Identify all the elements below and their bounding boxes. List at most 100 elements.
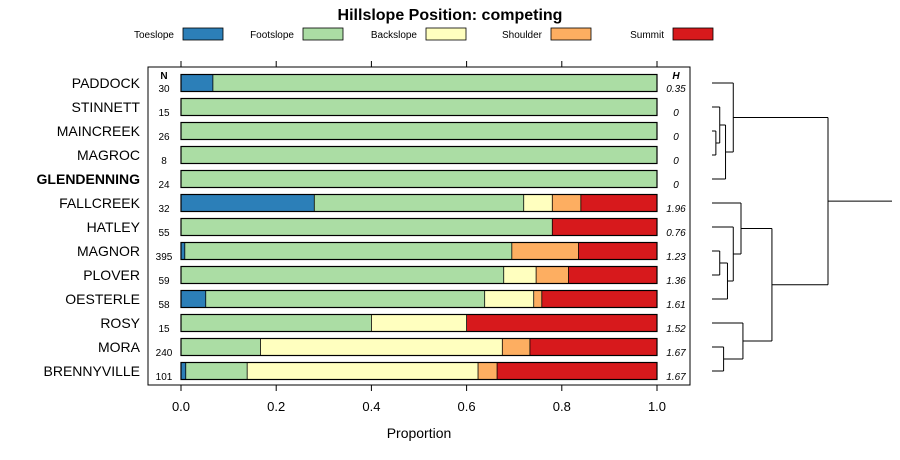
category-label-oesterle: OESTERLE [65,291,140,307]
bar-outline-stinnett [180,97,658,117]
bar-segment-plover-backslope [503,266,537,284]
bar-outline-paddock [180,73,658,93]
n-value-oesterle: 58 [158,300,170,311]
legend-label-backslope: Backslope [371,30,418,41]
bar-segment-hatley-footslope [181,218,553,236]
n-header: N [160,71,167,82]
n-value-magnor: 395 [156,252,173,263]
bar-outline-plover [180,265,658,285]
x-tick-label: 0.4 [362,399,380,414]
bar-segment-rosy-footslope [181,314,372,332]
plot-area: PADDOCK 30 0.35 STINNETT 15 0 MAINCREEK 26 0 MAGR… [37,73,686,383]
h-value-magnor: 1.23 [666,252,686,263]
h-value-plover: 1.36 [666,276,686,287]
bar-outline-fallcreek [180,193,658,213]
legend-swatch-summit [672,27,714,41]
h-header: H [672,71,680,82]
n-value-fallcreek: 32 [158,204,170,215]
h-value-fallcreek: 1.96 [666,204,686,215]
h-value-rosy: 1.52 [666,324,686,335]
bar-segment-glendenning-footslope [181,170,657,188]
category-label-mora: MORA [98,339,141,355]
bar-segment-plover-footslope [181,266,504,284]
category-label-rosy: ROSY [100,315,140,331]
bar-segment-paddock-footslope [212,74,657,92]
bar-segment-oesterle-footslope [205,290,485,308]
x-tick-label: 0.6 [458,399,476,414]
category-label-brennyville: BRENNYVILLE [44,363,140,379]
bar-segment-rosy-summit [466,314,657,332]
bar-outline-glendenning [180,169,658,189]
bar-segment-fallcreek-backslope [523,194,553,212]
n-value-rosy: 15 [158,324,170,335]
bar-outline-oesterle [180,289,658,309]
n-value-hatley: 55 [158,228,170,239]
bar-segment-mora-summit [529,338,657,356]
bar-outline-magroc [180,145,658,165]
legend-label-shoulder: Shoulder [502,30,543,41]
n-value-mora: 240 [156,348,173,359]
h-value-hatley: 0.76 [666,228,686,239]
bar-outline-hatley [180,217,658,237]
bar-segment-mora-footslope [181,338,261,356]
h-value-brennyville: 1.67 [666,372,686,383]
h-value-magroc: 0 [673,156,679,167]
bar-segment-oesterle-summit [541,290,657,308]
h-value-stinnett: 0 [673,108,679,119]
n-value-brennyville: 101 [156,372,173,383]
h-value-oesterle: 1.61 [666,300,685,311]
legend-swatch-footslope [302,27,344,41]
x-tick-label: 0.2 [267,399,285,414]
category-label-glendenning: GLENDENNING [37,171,141,187]
n-value-stinnett: 15 [158,108,170,119]
bar-segment-paddock-toeslope [181,74,213,92]
bar-segment-mora-backslope [260,338,503,356]
bar-segment-maincreek-footslope [181,122,657,140]
plot-frame [147,66,691,386]
category-label-magroc: MAGROC [77,147,140,163]
legend-label-summit: Summit [630,30,664,41]
legend-swatch-backslope [425,27,467,41]
x-axis-title: Proportion [387,425,452,441]
bar-segment-oesterle-shoulder [533,290,542,308]
bar-segment-brennyville-footslope [185,362,248,380]
bar-segment-magnor-summit [578,242,657,260]
bar-segment-hatley-summit [552,218,657,236]
bar-outline-rosy [180,313,658,333]
bar-segment-magnor-shoulder [511,242,579,260]
bar-segment-brennyville-summit [497,362,657,380]
category-label-paddock: PADDOCK [72,75,141,91]
bar-segment-plover-shoulder [536,266,569,284]
bar-outline-brennyville [180,361,658,381]
bar-outline-magnor [180,241,658,261]
legend-label-toeslope: Toeslope [134,30,174,41]
bar-segment-rosy-backslope [371,314,467,332]
bar-segment-oesterle-toeslope [181,290,206,308]
legend: Toeslope Footslope Backslope Shoulder Summit [134,27,714,41]
bar-segment-brennyville-backslope [247,362,479,380]
bar-segment-brennyville-toeslope [181,362,186,380]
legend-swatch-shoulder [550,27,592,41]
category-label-stinnett: STINNETT [72,99,141,115]
chart-title: Hillslope Position: competing [338,7,563,24]
bar-segment-fallcreek-footslope [314,194,524,212]
category-label-fallcreek: FALLCREEK [59,195,141,211]
category-label-hatley: HATLEY [87,219,141,235]
bar-segment-fallcreek-toeslope [181,194,315,212]
bar-segment-magnor-toeslope [181,242,185,260]
dendrogram [712,82,892,372]
category-label-plover: PLOVER [83,267,140,283]
bar-segment-plover-summit [568,266,657,284]
n-value-glendenning: 24 [158,180,170,191]
n-value-maincreek: 26 [158,132,170,143]
h-value-maincreek: 0 [673,132,679,143]
x-axis: 0.0 0.2 0.4 0.6 0.8 1.0 [172,61,666,414]
bar-outline-maincreek [180,121,658,141]
n-value-magroc: 8 [161,156,167,167]
x-tick-label: 1.0 [648,399,666,414]
x-tick-label: 0.8 [553,399,571,414]
h-value-glendenning: 0 [673,180,679,191]
category-label-magnor: MAGNOR [77,243,140,259]
n-value-plover: 59 [158,276,170,287]
